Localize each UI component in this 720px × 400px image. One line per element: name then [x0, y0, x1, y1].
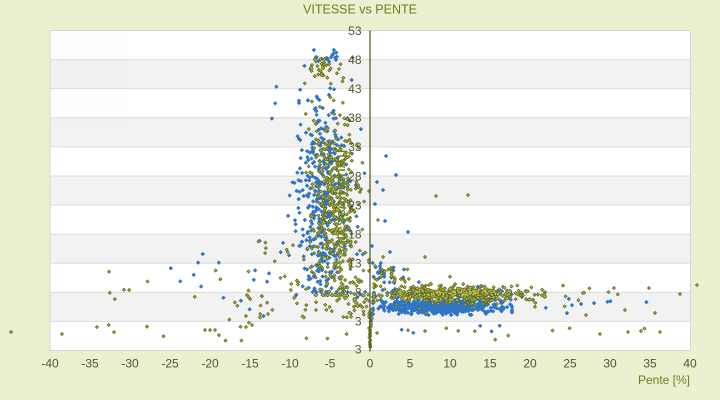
svg-text:15: 15 — [483, 357, 497, 371]
svg-text:-25: -25 — [161, 357, 179, 371]
svg-text:5: 5 — [407, 357, 414, 371]
svg-text:40: 40 — [683, 357, 697, 371]
svg-text:0: 0 — [367, 357, 374, 371]
svg-text:28: 28 — [348, 169, 362, 183]
svg-text:43: 43 — [348, 82, 362, 96]
svg-text:-15: -15 — [241, 357, 259, 371]
svg-text:30: 30 — [603, 357, 617, 371]
svg-text:20: 20 — [523, 357, 537, 371]
svg-text:Pente [%]: Pente [%] — [638, 373, 690, 387]
svg-text:-5: -5 — [325, 357, 336, 371]
svg-text:10: 10 — [443, 357, 457, 371]
svg-text:-10: -10 — [281, 357, 299, 371]
svg-text:-30: -30 — [121, 357, 139, 371]
svg-text:38: 38 — [348, 111, 362, 125]
svg-text:8: 8 — [355, 286, 362, 300]
svg-text:VITESSE vs PENTE: VITESSE vs PENTE — [303, 2, 417, 16]
svg-text:35: 35 — [643, 357, 657, 371]
svg-text:13: 13 — [348, 257, 362, 271]
svg-text:Vitesse [km/h]: Vitesse [km/h] — [334, 150, 348, 255]
svg-text:-35: -35 — [81, 357, 99, 371]
svg-text:33: 33 — [348, 140, 362, 154]
svg-text:-40: -40 — [41, 357, 59, 371]
svg-text:18: 18 — [348, 227, 362, 241]
svg-text:3: 3 — [355, 343, 362, 357]
svg-text:23: 23 — [348, 198, 362, 212]
svg-text:25: 25 — [563, 357, 577, 371]
svg-text:3: 3 — [355, 315, 362, 329]
svg-text:53: 53 — [348, 24, 362, 38]
svg-text:48: 48 — [348, 53, 362, 67]
svg-text:-20: -20 — [201, 357, 219, 371]
